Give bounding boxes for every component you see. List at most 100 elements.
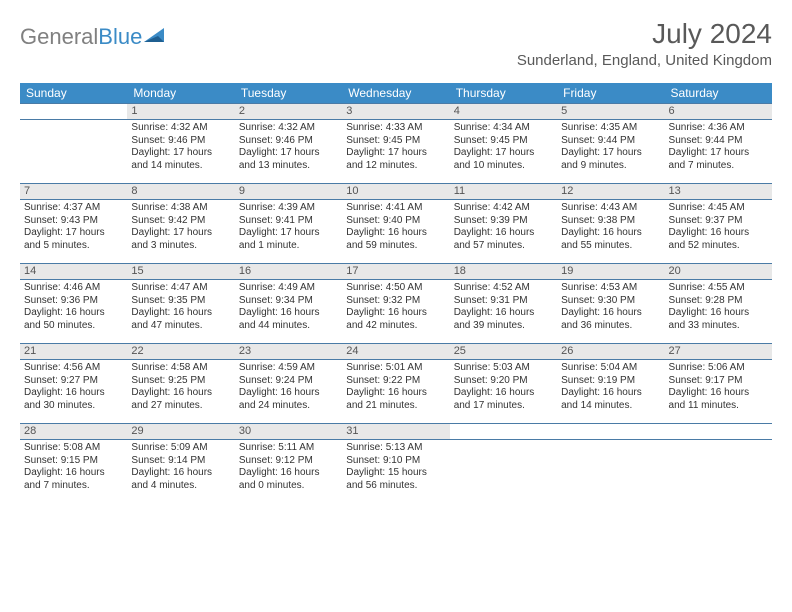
logo-text: GeneralBlue [20, 24, 142, 50]
day-content-cell: Sunrise: 4:38 AMSunset: 9:42 PMDaylight:… [127, 200, 234, 264]
day-content-cell: Sunrise: 4:37 AMSunset: 9:43 PMDaylight:… [20, 200, 127, 264]
day-content-cell: Sunrise: 4:36 AMSunset: 9:44 PMDaylight:… [665, 120, 772, 184]
day-number-cell: 20 [665, 264, 772, 280]
daylight-line: Daylight: 17 hours and 9 minutes. [561, 147, 660, 172]
day-number-cell: 27 [665, 344, 772, 360]
day-number-cell: 7 [20, 184, 127, 200]
sunrise-line: Sunrise: 4:35 AM [561, 122, 660, 135]
day-number-cell: 12 [557, 184, 664, 200]
weekday-header: Monday [127, 83, 234, 104]
content-row: Sunrise: 4:32 AMSunset: 9:46 PMDaylight:… [20, 120, 772, 184]
daylight-line: Daylight: 16 hours and 11 minutes. [669, 387, 768, 412]
sunset-line: Sunset: 9:19 PM [561, 375, 660, 388]
daynum-row: 123456 [20, 104, 772, 120]
day-content-cell: Sunrise: 4:39 AMSunset: 9:41 PMDaylight:… [235, 200, 342, 264]
sunset-line: Sunset: 9:20 PM [454, 375, 553, 388]
daylight-line: Daylight: 17 hours and 14 minutes. [131, 147, 230, 172]
daylight-line: Daylight: 16 hours and 14 minutes. [561, 387, 660, 412]
day-number-cell: 17 [342, 264, 449, 280]
sunset-line: Sunset: 9:40 PM [346, 215, 445, 228]
sunset-line: Sunset: 9:42 PM [131, 215, 230, 228]
day-content-cell: Sunrise: 4:47 AMSunset: 9:35 PMDaylight:… [127, 280, 234, 344]
sunset-line: Sunset: 9:34 PM [239, 295, 338, 308]
daylight-line: Daylight: 16 hours and 57 minutes. [454, 227, 553, 252]
day-number-cell: 2 [235, 104, 342, 120]
sunset-line: Sunset: 9:39 PM [454, 215, 553, 228]
day-content-cell: Sunrise: 4:34 AMSunset: 9:45 PMDaylight:… [450, 120, 557, 184]
sunset-line: Sunset: 9:38 PM [561, 215, 660, 228]
logo-word1: General [20, 24, 98, 49]
sunrise-line: Sunrise: 4:58 AM [131, 362, 230, 375]
header: GeneralBlue July 2024 Sunderland, Englan… [0, 0, 792, 73]
day-content-cell: Sunrise: 5:08 AMSunset: 9:15 PMDaylight:… [20, 440, 127, 504]
day-content-cell: Sunrise: 5:09 AMSunset: 9:14 PMDaylight:… [127, 440, 234, 504]
day-content-cell: Sunrise: 4:45 AMSunset: 9:37 PMDaylight:… [665, 200, 772, 264]
sunset-line: Sunset: 9:12 PM [239, 455, 338, 468]
daylight-line: Daylight: 16 hours and 44 minutes. [239, 307, 338, 332]
sunrise-line: Sunrise: 4:41 AM [346, 202, 445, 215]
content-row: Sunrise: 4:46 AMSunset: 9:36 PMDaylight:… [20, 280, 772, 344]
day-content-cell: Sunrise: 4:32 AMSunset: 9:46 PMDaylight:… [127, 120, 234, 184]
logo: GeneralBlue [20, 24, 166, 50]
daylight-line: Daylight: 17 hours and 12 minutes. [346, 147, 445, 172]
day-number-cell: 25 [450, 344, 557, 360]
sunrise-line: Sunrise: 4:49 AM [239, 282, 338, 295]
weekday-header: Wednesday [342, 83, 449, 104]
sunrise-line: Sunrise: 4:36 AM [669, 122, 768, 135]
location: Sunderland, England, United Kingdom [517, 52, 772, 69]
daylight-line: Daylight: 16 hours and 24 minutes. [239, 387, 338, 412]
day-number-cell: 15 [127, 264, 234, 280]
sunrise-line: Sunrise: 4:32 AM [131, 122, 230, 135]
day-number-cell: 8 [127, 184, 234, 200]
day-content-cell: Sunrise: 5:11 AMSunset: 9:12 PMDaylight:… [235, 440, 342, 504]
daylight-line: Daylight: 17 hours and 5 minutes. [24, 227, 123, 252]
sunrise-line: Sunrise: 5:11 AM [239, 442, 338, 455]
day-content-cell [665, 440, 772, 504]
day-number-cell: 28 [20, 424, 127, 440]
sunrise-line: Sunrise: 5:01 AM [346, 362, 445, 375]
day-number-cell: 22 [127, 344, 234, 360]
sunrise-line: Sunrise: 4:59 AM [239, 362, 338, 375]
sunset-line: Sunset: 9:36 PM [24, 295, 123, 308]
sunrise-line: Sunrise: 4:34 AM [454, 122, 553, 135]
day-content-cell: Sunrise: 5:01 AMSunset: 9:22 PMDaylight:… [342, 360, 449, 424]
weekday-header: Sunday [20, 83, 127, 104]
daylight-line: Daylight: 16 hours and 33 minutes. [669, 307, 768, 332]
title-block: July 2024 Sunderland, England, United Ki… [517, 18, 772, 69]
sunrise-line: Sunrise: 4:32 AM [239, 122, 338, 135]
daylight-line: Daylight: 16 hours and 0 minutes. [239, 467, 338, 492]
day-number-cell: 18 [450, 264, 557, 280]
day-number-cell [557, 424, 664, 440]
day-content-cell: Sunrise: 4:41 AMSunset: 9:40 PMDaylight:… [342, 200, 449, 264]
day-content-cell: Sunrise: 5:03 AMSunset: 9:20 PMDaylight:… [450, 360, 557, 424]
weekday-header: Saturday [665, 83, 772, 104]
day-content-cell: Sunrise: 4:42 AMSunset: 9:39 PMDaylight:… [450, 200, 557, 264]
day-number-cell: 10 [342, 184, 449, 200]
daylight-line: Daylight: 16 hours and 59 minutes. [346, 227, 445, 252]
day-number-cell: 30 [235, 424, 342, 440]
day-content-cell: Sunrise: 5:04 AMSunset: 9:19 PMDaylight:… [557, 360, 664, 424]
daylight-line: Daylight: 16 hours and 21 minutes. [346, 387, 445, 412]
day-content-cell: Sunrise: 4:52 AMSunset: 9:31 PMDaylight:… [450, 280, 557, 344]
logo-triangle-icon [144, 26, 166, 44]
day-content-cell [450, 440, 557, 504]
day-number-cell: 13 [665, 184, 772, 200]
day-number-cell: 24 [342, 344, 449, 360]
daylight-line: Daylight: 16 hours and 36 minutes. [561, 307, 660, 332]
sunset-line: Sunset: 9:10 PM [346, 455, 445, 468]
sunrise-line: Sunrise: 5:08 AM [24, 442, 123, 455]
sunrise-line: Sunrise: 4:55 AM [669, 282, 768, 295]
daylight-line: Daylight: 16 hours and 27 minutes. [131, 387, 230, 412]
daylight-line: Daylight: 16 hours and 39 minutes. [454, 307, 553, 332]
sunrise-line: Sunrise: 4:43 AM [561, 202, 660, 215]
day-number-cell: 23 [235, 344, 342, 360]
sunset-line: Sunset: 9:44 PM [669, 135, 768, 148]
daylight-line: Daylight: 16 hours and 52 minutes. [669, 227, 768, 252]
daylight-line: Daylight: 17 hours and 10 minutes. [454, 147, 553, 172]
weekday-header: Thursday [450, 83, 557, 104]
day-content-cell: Sunrise: 4:33 AMSunset: 9:45 PMDaylight:… [342, 120, 449, 184]
weekday-header: Tuesday [235, 83, 342, 104]
day-content-cell: Sunrise: 5:06 AMSunset: 9:17 PMDaylight:… [665, 360, 772, 424]
sunset-line: Sunset: 9:14 PM [131, 455, 230, 468]
sunset-line: Sunset: 9:37 PM [669, 215, 768, 228]
